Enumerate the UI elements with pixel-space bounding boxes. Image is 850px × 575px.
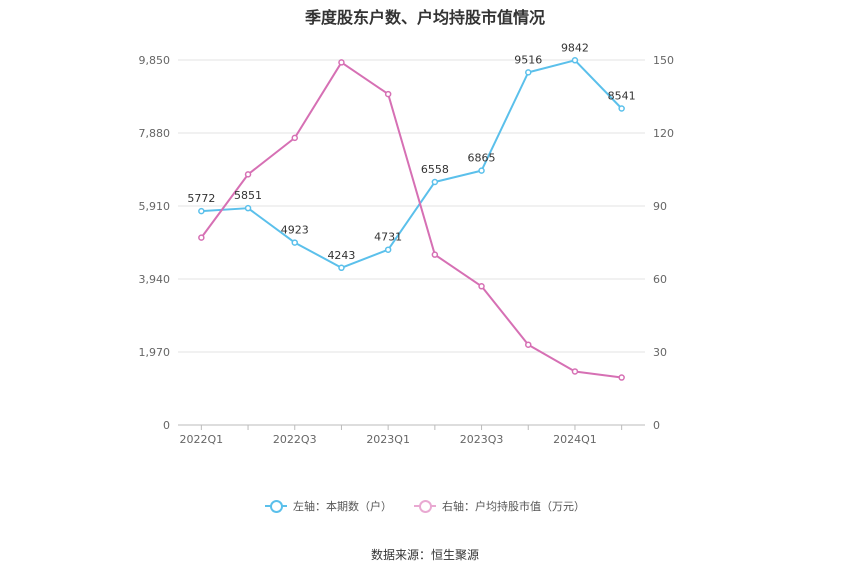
data-label: 5772 (187, 192, 215, 205)
series-line-right (200, 61, 622, 379)
data-label: 9516 (514, 53, 542, 66)
data-source: 数据来源：恒生聚源 (370, 548, 479, 562)
data-point-right (291, 134, 298, 142)
data-label: 6558 (421, 163, 449, 176)
left-tick-label: 9,850 (139, 54, 171, 67)
x-tick-label: 2022Q1 (180, 433, 224, 446)
right-tick-label: 60 (653, 273, 667, 286)
x-axis-ticks: 2022Q1 2022Q3 2023Q1 2023Q3 2024Q1 (180, 425, 623, 446)
right-tick-label: 0 (653, 419, 660, 432)
right-tick-label: 90 (653, 200, 667, 213)
left-tick-label: 7,880 (139, 127, 171, 140)
data-point-right (571, 368, 579, 375)
data-labels: 5772 5851 4923 4243 4731 6558 6865 9516 9842 8541 (187, 41, 635, 261)
legend-label-left: 左轴：本期数（户） (293, 500, 392, 513)
x-tick-label: 2024Q1 (553, 433, 597, 446)
data-point-right (525, 341, 532, 348)
data-label: 4243 (327, 249, 355, 262)
data-point-right (618, 374, 625, 381)
x-tick-label: 2022Q3 (273, 433, 317, 446)
data-point-left (384, 246, 392, 253)
data-point-left (338, 264, 345, 272)
data-point-left (198, 207, 205, 215)
data-label: 4731 (374, 231, 402, 244)
data-point-right (198, 234, 205, 241)
data-point-left (618, 105, 625, 112)
legend-item-left-series[interactable]: 左轴：本期数（户） (265, 498, 392, 514)
right-tick-label: 150 (653, 54, 674, 67)
legend[interactable]: 左轴：本期数（户） 右轴：户均持股市值（万元） (0, 498, 850, 514)
left-tick-label: 3,940 (139, 273, 171, 286)
legend-item-right-series[interactable]: 右轴：户均持股市值（万元） (414, 498, 585, 514)
data-point-right (384, 90, 392, 98)
data-label: 4923 (281, 224, 309, 237)
legend-marker-left (265, 500, 287, 513)
data-point-left (291, 239, 298, 246)
left-tick-label: 5,910 (139, 200, 171, 213)
left-axis-ticks: 0 1,970 3,940 5,910 7,880 9,850 (139, 54, 171, 432)
right-tick-label: 120 (653, 127, 674, 140)
data-label: 6865 (468, 152, 496, 165)
data-point-left (478, 167, 485, 174)
data-label: 9842 (561, 41, 589, 54)
x-tick-label: 2023Q3 (460, 433, 504, 446)
data-point-left (571, 57, 579, 64)
left-tick-label: 1,970 (139, 346, 171, 359)
legend-marker-right (414, 500, 436, 513)
data-point-right (338, 59, 345, 66)
data-point-right (431, 251, 439, 258)
data-point-right (244, 171, 252, 178)
gridlines (178, 59, 645, 426)
data-point-right (478, 283, 485, 290)
series-line-left (201, 59, 623, 269)
legend-label-right: 右轴：户均持股市值（万元） (442, 500, 585, 513)
data-label: 8541 (608, 90, 636, 103)
data-label: 5851 (234, 189, 262, 202)
series-layer (198, 57, 625, 381)
data-point-left (525, 69, 532, 76)
right-tick-label: 30 (653, 346, 667, 359)
data-point-left (244, 204, 252, 212)
left-tick-label: 0 (163, 419, 170, 432)
right-axis-ticks: 0 30 60 90 120 150 (653, 54, 674, 432)
x-tick-label: 2023Q1 (366, 433, 410, 446)
data-point-left (431, 178, 439, 186)
chart-title: 季度股东户数、户均持股市值情况 (304, 8, 545, 27)
